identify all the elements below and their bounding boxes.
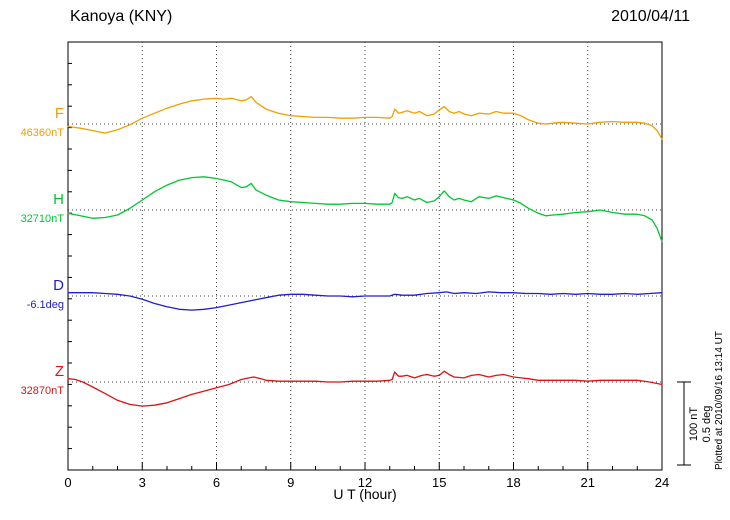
trace-baseline-f: 46360nT — [20, 127, 64, 139]
trace-letter-f: F — [54, 105, 64, 122]
trace-label-h: H 32710nT — [0, 189, 64, 226]
trace-baseline-h: 32710nT — [20, 213, 64, 225]
trace-baseline-z: 32870nT — [20, 385, 64, 397]
svg-text:12: 12 — [358, 475, 372, 490]
trace-label-d: D -6.1deg — [0, 275, 64, 312]
scale-bar-nt-label: 100 nT — [688, 406, 700, 442]
trace-letter-d: D — [53, 277, 64, 294]
svg-text:18: 18 — [506, 475, 520, 490]
svg-text:15: 15 — [432, 475, 446, 490]
date-label: 2010/04/11 — [611, 8, 690, 25]
trace-label-z: Z 32870nT — [0, 361, 64, 398]
trace-letter-z: Z — [54, 363, 64, 380]
svg-text:6: 6 — [213, 475, 220, 490]
plot-timestamp: Plotted at 2010/09/16 13:14 UT — [714, 331, 725, 470]
svg-text:9: 9 — [287, 475, 294, 490]
trace-label-f: F 46360nT — [0, 103, 64, 140]
trace-baseline-d: -6.1deg — [26, 299, 64, 311]
x-axis-title: U T (hour) — [333, 486, 397, 502]
svg-text:3: 3 — [139, 475, 146, 490]
trace-letter-h: H — [53, 191, 64, 208]
svg-text:21: 21 — [581, 475, 595, 490]
scale-bar-deg-label: 0.5 deg — [701, 405, 713, 443]
scale-bar-label: 100 nT 0.5 deg — [688, 382, 714, 466]
station-title: Kanoya (KNY) — [70, 8, 173, 25]
svg-text:0: 0 — [64, 475, 71, 490]
svg-text:24: 24 — [655, 475, 669, 490]
